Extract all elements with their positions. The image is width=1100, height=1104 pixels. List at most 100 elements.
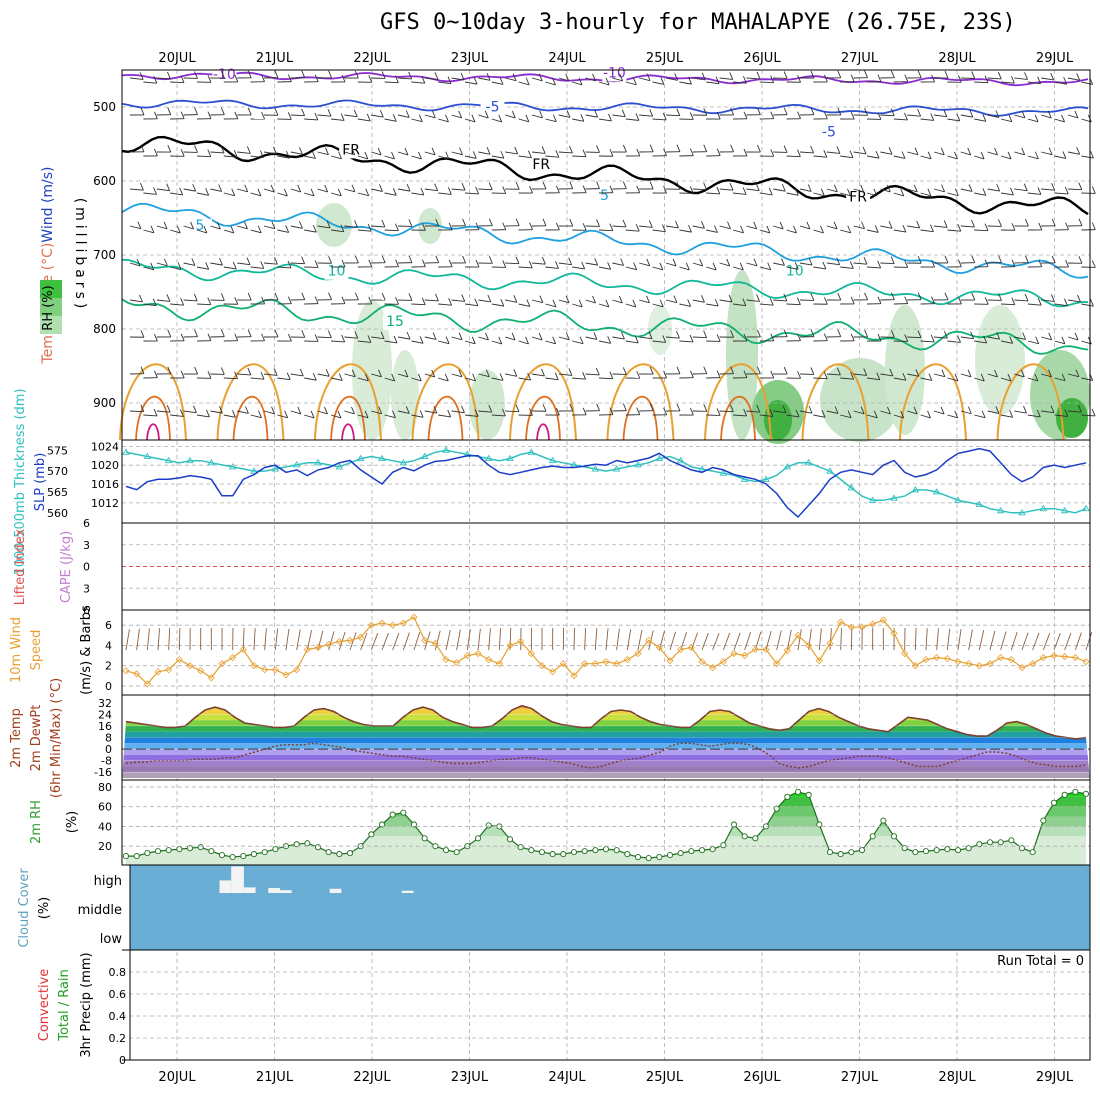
precip-label: 3hr Precip (mm) (79, 952, 94, 1057)
upper-wind-barb (167, 294, 170, 301)
upper-wind-barb (961, 189, 972, 191)
upper-wind-barb (717, 408, 720, 415)
upper-wind-barb (612, 226, 626, 227)
upper-wind-barb (934, 374, 945, 377)
rh2m-label-text: 2m RH (29, 800, 44, 844)
upper-wind-barb (1041, 189, 1054, 190)
upper-wind-barb (714, 225, 717, 232)
upper-wind-barb (947, 230, 960, 231)
upper-wind-barb (515, 147, 518, 154)
upper-wind-barb (452, 337, 463, 340)
precip-tick-label: 0.8 (109, 966, 127, 979)
upper-wind-barb (277, 267, 291, 268)
rh-shading (885, 305, 925, 435)
upper-wind-barb (1023, 406, 1026, 413)
upper-ylabel: Temperature (°C)Wind (m/s) (40, 166, 56, 364)
upper-wind-barb (288, 112, 291, 119)
upper-wind-barb (291, 226, 303, 228)
isotherm-label: -5 (486, 99, 500, 115)
wind10-barb (926, 628, 927, 650)
upper-wind-barb (197, 193, 209, 195)
upper-wind-barb (599, 378, 613, 379)
pressure-tick-label: 800 (93, 322, 116, 336)
upper-wind-barb (612, 115, 625, 117)
wind10-barb (1001, 631, 1006, 650)
isotherm-label: 15 (386, 314, 404, 330)
wind10-barb (169, 628, 170, 650)
slp-tick-label: 1024 (91, 440, 119, 453)
upper-wind-barb (516, 219, 519, 226)
upper-wind-barb (650, 109, 653, 116)
upper-wind-barb (889, 221, 892, 228)
rh2m-marker (667, 852, 672, 857)
upper-wind-barb (679, 304, 690, 306)
temp2m-label-text: 2m Temp (9, 708, 24, 768)
upper-wind-barb (425, 189, 438, 191)
upper-wind-barb (398, 115, 409, 117)
upper-wind-barb (516, 257, 519, 264)
upper-wind-barb (599, 267, 611, 269)
upper-wind-barb (813, 378, 827, 379)
upper-wind-barb (1024, 184, 1027, 191)
wind10-barb (958, 629, 961, 650)
upper-wind-barb (623, 145, 626, 152)
upper-wind-barb (945, 293, 948, 300)
upper-wind-barb (1092, 409, 1095, 416)
upper-wind-barb (505, 374, 517, 376)
rh2m-marker (827, 850, 832, 855)
upper-wind-barb (1068, 189, 1082, 190)
upper-wind-barb (157, 226, 167, 229)
rh2m-marker (582, 849, 587, 854)
upper-wind-barb (1001, 304, 1015, 305)
upper-wind-barb (275, 71, 278, 78)
slp-tick-label: 1020 (91, 459, 119, 472)
upper-wind-barb (1014, 189, 1027, 191)
rh2m-marker (305, 841, 310, 846)
wind10-barb (713, 633, 719, 650)
wind10-barb (457, 630, 461, 650)
upper-wind-barb (798, 371, 801, 378)
rh2m-marker (1062, 792, 1067, 797)
upper-wind-barb (275, 293, 278, 300)
upper-wind-barb (344, 189, 355, 192)
upper-wind-barb (409, 72, 412, 79)
upper-wind-barb (827, 226, 837, 229)
upper-wind-barb (1079, 256, 1082, 263)
upper-wind-barb (315, 113, 318, 120)
upper-wind-barb (626, 341, 638, 343)
upper-wind-barb (800, 189, 811, 191)
rh2m-marker (635, 854, 640, 859)
upper-wind-barb (706, 304, 718, 306)
rh2m-unit-text: (%) (65, 811, 80, 834)
wind10-barb (1075, 633, 1081, 650)
upper-wind-barb (543, 182, 546, 189)
upper-wind-barb (1010, 410, 1013, 417)
top-date-label: 28JUL (938, 51, 976, 66)
upper-wind-barb (662, 225, 665, 232)
cloud-label-text: Cloud Cover (17, 868, 32, 948)
upper-wind-barb (545, 267, 558, 268)
rh2m-marker (785, 794, 790, 799)
wind10-barb (489, 628, 491, 650)
wind10-barb (1043, 633, 1049, 650)
isotherm-20-lobe (608, 364, 674, 440)
upper-wind-barb (154, 187, 157, 194)
temp-tick-label: 8 (105, 732, 112, 745)
upper-wind-barb (1051, 73, 1054, 80)
upper-wind-barb (597, 404, 600, 411)
upper-wind-barb (608, 114, 611, 121)
upper-wind-barb (947, 341, 960, 342)
upper-wind-barb (210, 189, 221, 191)
upper-wind-barb (421, 188, 424, 195)
temp-band (122, 720, 1090, 726)
rh2m-marker (123, 853, 128, 858)
upper-wind-barb (224, 193, 235, 196)
upper-wind-barb (527, 299, 530, 306)
upper-wind-barb (505, 78, 516, 81)
upper-wind-barb (811, 293, 814, 300)
isotherm-30-lobe (537, 424, 549, 440)
upper-wind-barb (1092, 223, 1095, 230)
cape-label-text: CAPE (J/kg) (59, 531, 74, 603)
bottom-date-label: 22JUL (353, 1070, 391, 1085)
upper-wind-barb (398, 78, 412, 79)
